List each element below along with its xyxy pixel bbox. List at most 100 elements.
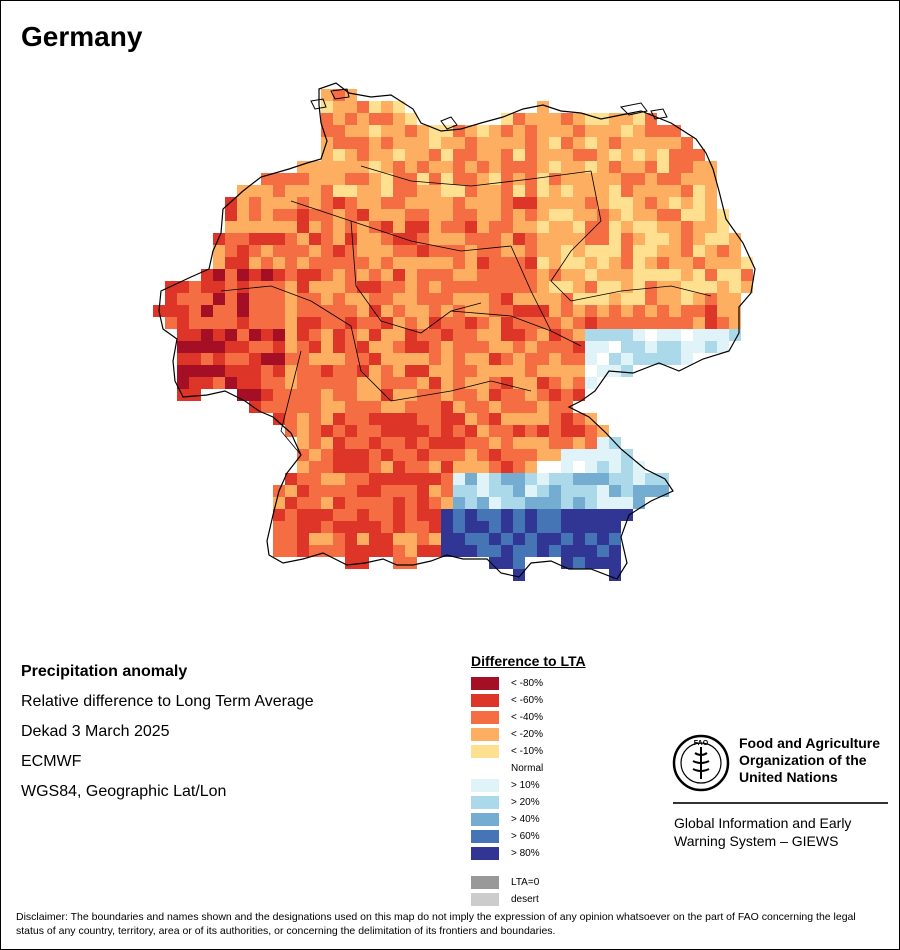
grid-cell bbox=[585, 281, 597, 293]
grid-cell bbox=[477, 233, 489, 245]
grid-cell bbox=[393, 353, 405, 365]
grid-cell bbox=[429, 161, 441, 173]
grid-cell bbox=[285, 413, 297, 425]
grid-cell bbox=[669, 161, 681, 173]
grid-cell bbox=[489, 233, 501, 245]
grid-cell bbox=[381, 113, 393, 125]
grid-cell bbox=[489, 281, 501, 293]
grid-cell bbox=[513, 365, 525, 377]
grid-cell bbox=[681, 185, 693, 197]
grid-cell bbox=[609, 161, 621, 173]
grid-cell bbox=[705, 161, 717, 173]
grid-cell bbox=[405, 317, 417, 329]
grid-cell bbox=[609, 305, 621, 317]
grid-cell bbox=[333, 413, 345, 425]
grid-cell bbox=[573, 509, 585, 521]
grid-cell bbox=[573, 281, 585, 293]
grid-cell bbox=[321, 185, 333, 197]
grid-cell bbox=[513, 125, 525, 137]
grid-cell bbox=[309, 305, 321, 317]
grid-cell bbox=[297, 437, 309, 449]
grid-cell bbox=[249, 257, 261, 269]
grid-cell bbox=[609, 545, 621, 557]
grid-cell bbox=[417, 281, 429, 293]
grid-cell bbox=[237, 221, 249, 233]
grid-cell bbox=[393, 533, 405, 545]
grid-cell bbox=[645, 125, 657, 137]
grid-cell bbox=[645, 329, 657, 341]
grid-cell bbox=[633, 245, 645, 257]
grid-cell bbox=[513, 305, 525, 317]
grid-cell bbox=[597, 293, 609, 305]
grid-cell bbox=[633, 125, 645, 137]
grid-cell bbox=[633, 305, 645, 317]
grid-cell bbox=[705, 221, 717, 233]
grid-cell bbox=[645, 161, 657, 173]
grid-cell bbox=[297, 269, 309, 281]
grid-cell bbox=[669, 341, 681, 353]
grid-cell bbox=[489, 197, 501, 209]
grid-cell bbox=[417, 317, 429, 329]
grid-cell bbox=[465, 281, 477, 293]
grid-cell bbox=[357, 185, 369, 197]
grid-cell bbox=[621, 197, 633, 209]
grid-cell bbox=[465, 209, 477, 221]
legend-class-label: > 40% bbox=[511, 814, 540, 825]
grid-cell bbox=[333, 497, 345, 509]
grid-cell bbox=[333, 401, 345, 413]
grid-cell bbox=[405, 533, 417, 545]
grid-cell bbox=[333, 353, 345, 365]
grid-cell bbox=[717, 257, 729, 269]
grid-cell bbox=[321, 233, 333, 245]
grid-cell bbox=[477, 317, 489, 329]
grid-cell bbox=[309, 473, 321, 485]
legend-class-swatch bbox=[471, 694, 499, 707]
grid-cell bbox=[561, 485, 573, 497]
grid-cell bbox=[453, 473, 465, 485]
fao-logo: FAO bbox=[671, 733, 731, 798]
legend-class-label: > 20% bbox=[511, 797, 540, 808]
grid-cell bbox=[549, 365, 561, 377]
grid-cell bbox=[357, 545, 369, 557]
grid-cell bbox=[561, 365, 573, 377]
grid-cell bbox=[477, 437, 489, 449]
grid-cell bbox=[645, 293, 657, 305]
grid-cell bbox=[345, 281, 357, 293]
grid-cell bbox=[417, 509, 429, 521]
grid-cell bbox=[357, 425, 369, 437]
grid-cell bbox=[309, 257, 321, 269]
grid-cell bbox=[273, 209, 285, 221]
grid-cell bbox=[573, 461, 585, 473]
grid-cell bbox=[357, 245, 369, 257]
grid-cell bbox=[405, 401, 417, 413]
grid-cell bbox=[549, 293, 561, 305]
grid-cell bbox=[321, 497, 333, 509]
grid-cell bbox=[369, 509, 381, 521]
grid-cell bbox=[501, 257, 513, 269]
grid-cell bbox=[621, 497, 633, 509]
grid-cell bbox=[345, 245, 357, 257]
grid-cell bbox=[429, 281, 441, 293]
grid-cell bbox=[645, 245, 657, 257]
grid-cell bbox=[585, 269, 597, 281]
grid-cell bbox=[369, 149, 381, 161]
grid-cell bbox=[573, 221, 585, 233]
grid-cell bbox=[585, 461, 597, 473]
grid-cell bbox=[657, 221, 669, 233]
grid-cell bbox=[309, 437, 321, 449]
grid-cell bbox=[633, 257, 645, 269]
grid-cell bbox=[429, 137, 441, 149]
grid-cell bbox=[609, 125, 621, 137]
grid-cell bbox=[201, 317, 213, 329]
grid-cell bbox=[549, 209, 561, 221]
grid-cell bbox=[597, 329, 609, 341]
grid-cell bbox=[201, 293, 213, 305]
grid-cell bbox=[525, 545, 537, 557]
grid-cell bbox=[285, 317, 297, 329]
grid-cell bbox=[705, 293, 717, 305]
grid-cell bbox=[345, 485, 357, 497]
grid-cell bbox=[465, 221, 477, 233]
grid-cell bbox=[573, 113, 585, 125]
grid-cell bbox=[405, 245, 417, 257]
